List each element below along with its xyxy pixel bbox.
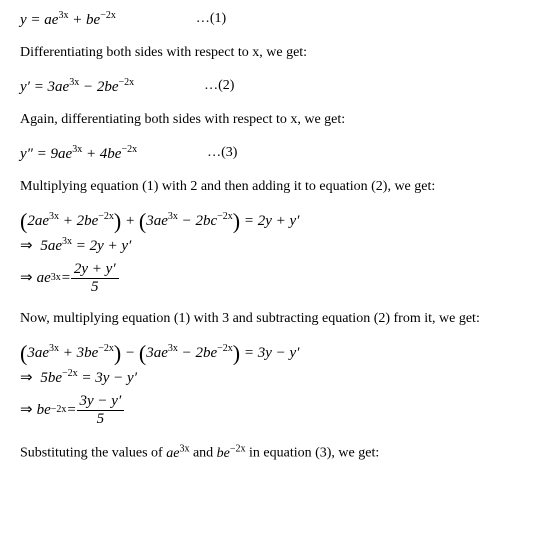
- block1-line2: ⇒ 5ae3x = 2y + y′: [20, 236, 535, 255]
- derivation-block-2: (3ae3x + 3be−2x) − (3ae3x − 2be−2x) = 3y…: [20, 343, 535, 427]
- block1-line3: ⇒ ae3x = 2y + y′5: [20, 261, 535, 295]
- paragraph-3: Multiplying equation (1) with 2 and then…: [20, 179, 535, 195]
- block1-line1: (2ae3x + 2be−2x) + (3ae3x − 2bc−2x) = 2y…: [20, 211, 535, 230]
- equation-label-2: …(2): [204, 78, 234, 95]
- equation-label-3: …(3): [207, 145, 237, 162]
- paragraph-4: Now, multiplying equation (1) with 3 and…: [20, 311, 535, 327]
- block2-line1: (3ae3x + 3be−2x) − (3ae3x − 2be−2x) = 3y…: [20, 343, 535, 362]
- equation-label-1: …(1): [196, 11, 226, 28]
- derivation-block-1: (2ae3x + 2be−2x) + (3ae3x − 2bc−2x) = 2y…: [20, 211, 535, 295]
- equation-3: y″ = 9ae3x + 4be−2x …(3): [20, 144, 535, 163]
- equation-1: y = ae3x + be−2x …(1): [20, 10, 535, 29]
- paragraph-5: Substituting the values of ae3x and be−2…: [20, 443, 535, 462]
- block2-line3: ⇒ be−2x = 3y − y′5: [20, 393, 535, 427]
- paragraph-1: Differentiating both sides with respect …: [20, 45, 535, 61]
- paragraph-2: Again, differentiating both sides with r…: [20, 112, 535, 128]
- document-page: y = ae3x + be−2x …(1) Differentiating bo…: [0, 0, 555, 488]
- equation-2: y′ = 3ae3x − 2be−2x …(2): [20, 77, 535, 96]
- block2-line2: ⇒ 5be−2x = 3y − y′: [20, 368, 535, 387]
